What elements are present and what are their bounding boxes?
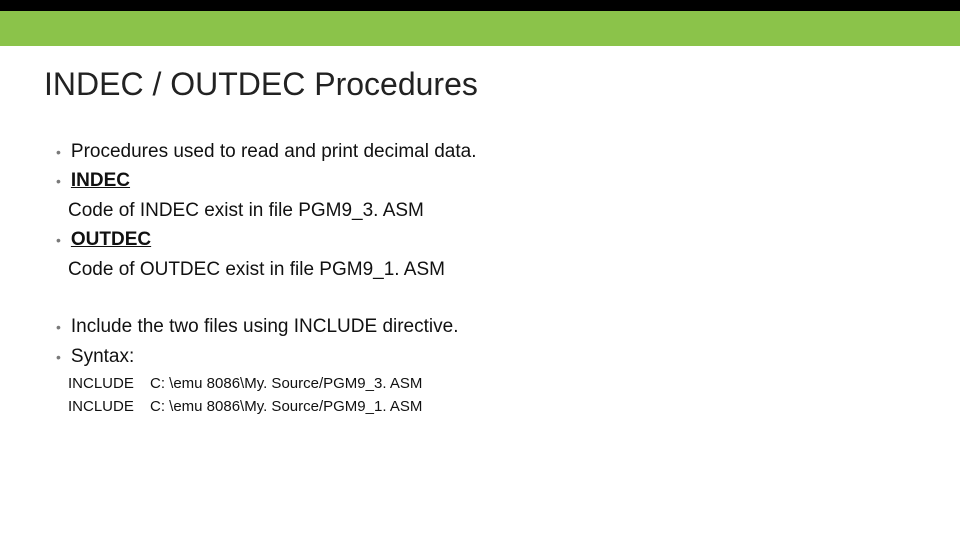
bullet-desc: Code of OUTDEC exist in file PGM9_1. ASM <box>44 255 916 284</box>
band-green <box>0 11 960 46</box>
slide-title: INDEC / OUTDEC Procedures <box>44 66 916 103</box>
bullet-icon: • <box>56 314 61 341</box>
bullet-text: Procedures used to read and print decima… <box>71 137 477 166</box>
bullet-icon: • <box>56 344 61 371</box>
bullet-desc: Code of INDEC exist in file PGM9_3. ASM <box>44 196 916 225</box>
slide-content: INDEC / OUTDEC Procedures • Procedures u… <box>0 46 960 418</box>
code-keyword: INCLUDE <box>68 396 150 419</box>
code-line: INCLUDE C: \emu 8086\My. Source/PGM9_3. … <box>68 373 916 396</box>
bullet-item: • Syntax: <box>44 342 916 371</box>
code-path: C: \emu 8086\My. Source/PGM9_3. ASM <box>150 373 422 396</box>
code-block: INCLUDE C: \emu 8086\My. Source/PGM9_3. … <box>44 373 916 418</box>
bullet-item: • Procedures used to read and print deci… <box>44 137 916 166</box>
bullet-text: Syntax: <box>71 342 134 371</box>
code-path: C: \emu 8086\My. Source/PGM9_1. ASM <box>150 396 422 419</box>
bullet-block-1: • Procedures used to read and print deci… <box>44 137 916 284</box>
bullet-icon: • <box>56 227 61 254</box>
bullet-block-2: • Include the two files using INCLUDE di… <box>44 312 916 418</box>
code-line: INCLUDE C: \emu 8086\My. Source/PGM9_1. … <box>68 396 916 419</box>
header-band <box>0 0 960 46</box>
bullet-item: • OUTDEC <box>44 225 916 254</box>
bullet-item: • INDEC <box>44 166 916 195</box>
bullet-label-indec: INDEC <box>71 166 130 195</box>
code-keyword: INCLUDE <box>68 373 150 396</box>
bullet-icon: • <box>56 168 61 195</box>
bullet-icon: • <box>56 139 61 166</box>
band-dark <box>0 0 960 11</box>
bullet-text: Include the two files using INCLUDE dire… <box>71 312 459 341</box>
bullet-label-outdec: OUTDEC <box>71 225 151 254</box>
bullet-item: • Include the two files using INCLUDE di… <box>44 312 916 341</box>
